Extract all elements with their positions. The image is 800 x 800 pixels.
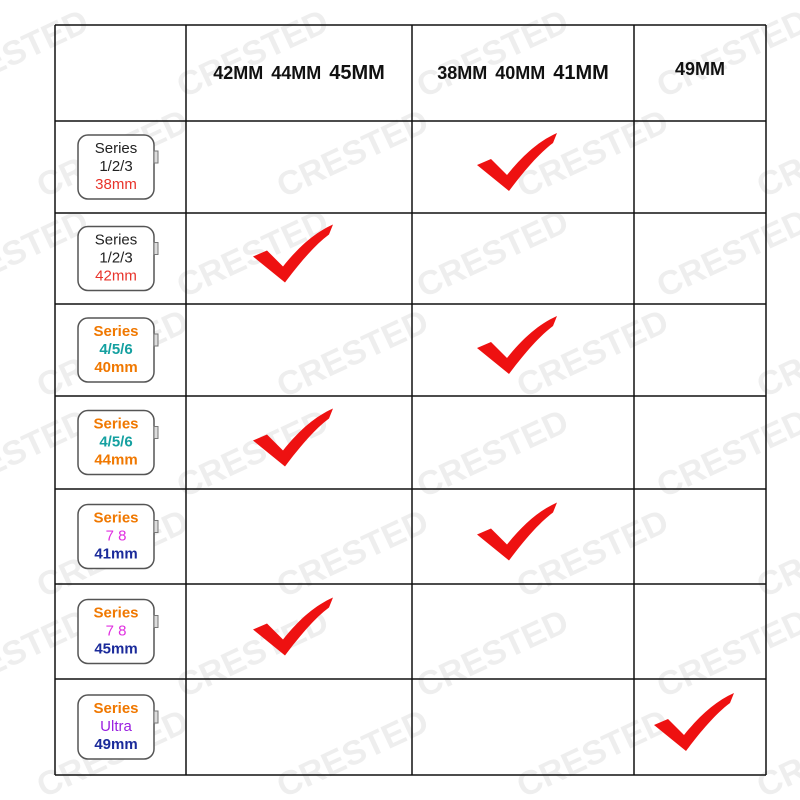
column-header: 38MM 40MM 41MM [437,62,609,84]
watch-label: Series [95,140,138,157]
watermark-text: CRESTED [751,302,800,405]
size-label: 45MM [329,62,385,84]
watch-crown [153,520,159,533]
watermark-text: CRESTED [511,302,674,405]
check-mark [477,502,557,561]
watch-crown [153,150,159,164]
check-mark [654,693,734,751]
watch-crown [153,426,159,439]
watch-icon [77,317,155,383]
watermark-text: CRESTED [271,702,434,800]
size-label: 41MM [553,62,609,84]
watch-icon [77,598,155,665]
watermark-text: CRESTED [171,402,334,505]
watermark-text: CRESTED [751,102,800,205]
watch-label: 4/5/6 [99,433,132,450]
watch-label: Series [93,700,138,717]
size-label: 40MM [495,63,545,83]
check-mark [477,133,557,191]
check-mark [477,316,557,374]
watch-crown [153,710,159,724]
watch-label: Series [93,509,138,526]
watermark-text: CRESTED [0,2,94,105]
watermark-text: CRESTED [171,2,334,105]
watch-label: 41mm [94,545,137,562]
watermark-text: CRESTED [411,202,574,305]
watch-label: Series [93,604,138,621]
watch-label: 44mm [94,451,137,468]
watermark-text: CRESTED [271,502,434,605]
column-header: 49MM [675,59,725,79]
watch-label: 42mm [95,267,137,284]
watch-label: 38mm [95,176,137,193]
watch-label: 7 8 [106,622,127,639]
watermark-text: CRESTED [651,2,800,105]
watch-label: Series [93,415,138,432]
watermark-text: CRESTED [411,402,574,505]
watch-icon [77,409,155,476]
watch-label: Series [95,231,138,248]
watch-crown [153,333,159,347]
watch-icon [77,503,155,570]
watch-label: 40mm [94,359,137,376]
watch-crown [153,615,159,628]
watch-crown [153,242,159,255]
watermark-text: CRESTED [271,102,434,205]
watermark-text: CRESTED [511,702,674,800]
watch-label: 4/5/6 [99,341,132,358]
size-label: 38MM [437,63,487,83]
watch-icon [77,225,155,292]
watermark-text: CRESTED [411,602,574,705]
watermark-text: CRESTED [651,402,800,505]
watermark-text: CRESTED [651,202,800,305]
watch-label: 1/2/3 [99,158,132,175]
watermark-text: CRESTED [651,602,800,705]
watermark-text: CRESTED [751,702,800,800]
watch-label: 7 8 [106,527,127,544]
check-mark [253,408,333,467]
watermark-text: CRESTED [751,502,800,605]
check-mark [253,597,333,656]
watch-icon [77,134,155,200]
column-header: 42MM 44MM 45MM [213,62,385,84]
watermark-text: CRESTED [271,302,434,405]
size-label: 42MM [213,63,263,83]
watch-label: Ultra [100,718,132,735]
watch-label: 49mm [94,736,137,753]
watermark-text: CRESTED [411,2,574,105]
size-label: 49MM [675,59,725,79]
watch-label: Series [93,323,138,340]
check-mark [253,224,333,283]
watch-label: 45mm [94,640,137,657]
watch-label: 1/2/3 [99,249,132,266]
watch-icon [77,694,155,760]
size-label: 44MM [271,63,321,83]
watermark-text: CRESTED [171,202,334,305]
